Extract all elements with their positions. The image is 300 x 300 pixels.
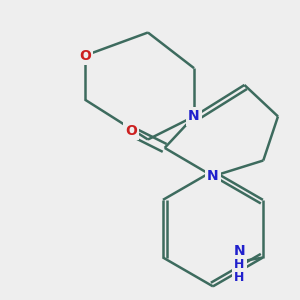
Text: N: N [207, 169, 219, 183]
Text: O: O [125, 124, 137, 138]
Text: N: N [188, 110, 200, 123]
Text: N: N [233, 244, 245, 258]
Text: O: O [79, 49, 91, 63]
Text: H: H [234, 258, 244, 271]
Text: H: H [234, 271, 244, 284]
